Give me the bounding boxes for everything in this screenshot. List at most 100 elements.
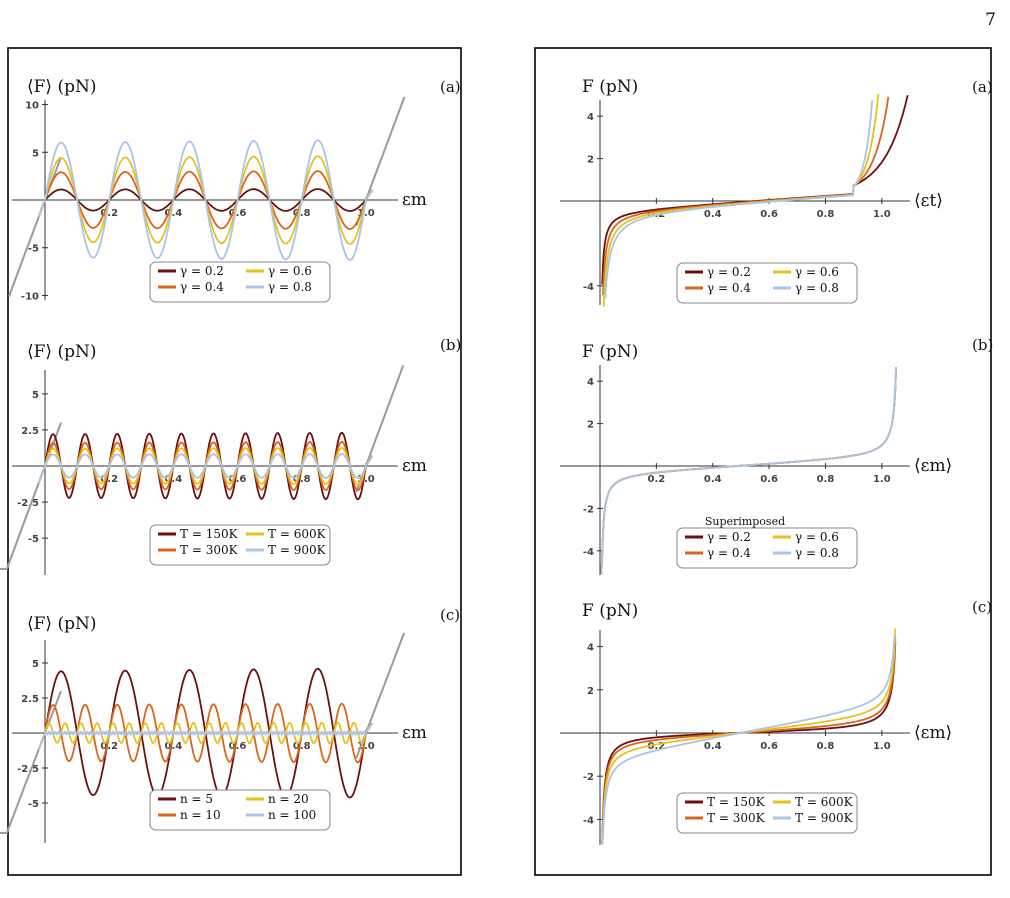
legend-box [676, 262, 858, 304]
y-tick-label: -4 [583, 547, 594, 558]
x-tick-label: 0.4 [704, 474, 722, 485]
right-figure-frame [534, 47, 992, 876]
y-tick-label: 2 [587, 686, 594, 697]
legend-label: γ = 0.4 [707, 546, 751, 560]
y-tick-label: 2.5 [21, 426, 39, 437]
legend: γ = 0.2 γ = 0.4 γ = 0.6 γ = 0.8 [149, 261, 331, 303]
y-tick-label: 5 [32, 659, 39, 670]
x-tick-label: 1.0 [873, 209, 891, 220]
x-axis-label: ⟨εm⟩ [914, 456, 952, 476]
legend-box [149, 789, 331, 831]
x-tick-label: 1.0 [873, 474, 891, 485]
y-tick-label: -10 [21, 291, 39, 302]
y-axis-label: ⟨F⟩ (pN) [27, 342, 97, 362]
y-tick-label: 5 [32, 148, 39, 159]
x-tick-label: 0.2 [100, 741, 118, 752]
x-tick-label: 1.0 [873, 741, 891, 752]
legend-label: T = 900K [268, 543, 327, 557]
y-tick-label: -4 [583, 815, 594, 826]
x-tick-label: 0.4 [704, 741, 722, 752]
legend-label: n = 20 [268, 792, 309, 806]
y-tick-label: -2 [583, 504, 594, 515]
legend-label: T = 600K [795, 795, 854, 809]
series-line-3 [37, 721, 374, 751]
y-tick-label: 4 [587, 643, 594, 654]
y-axis-label: ⟨F⟩ (pN) [27, 614, 97, 634]
y-axis-label: F (pN) [582, 77, 638, 97]
legend: γ = 0.2 γ = 0.4 γ = 0.6 γ = 0.8 [676, 262, 858, 304]
annotation-text: Superimposed [705, 515, 785, 528]
x-tick-label: 0.6 [760, 209, 778, 220]
legend: n = 5 n = 10 n = 20 n = 100 [149, 789, 331, 831]
panel-label: (b) [972, 336, 993, 354]
y-tick-label: 10 [25, 101, 39, 112]
x-tick-label: 0.6 [229, 208, 247, 219]
plot-R-b: 0.2 0.4 0.6 0.8 1.0 -4 -2 2 4 F (pN) ⟨εm⟩ (b) Superi… [560, 336, 993, 575]
legend-label: T = 300K [180, 543, 239, 557]
x-tick-label: 0.6 [229, 741, 247, 752]
legend-box [676, 792, 858, 834]
x-axis-label: εm [402, 456, 427, 476]
x-tick-label: 0.2 [100, 474, 118, 485]
legend-label: γ = 0.6 [795, 265, 839, 279]
x-tick-label: 0.4 [165, 741, 183, 752]
x-tick-label: 0.4 [165, 208, 183, 219]
legend: γ = 0.2 γ = 0.4 γ = 0.6 γ = 0.8 [676, 527, 858, 569]
x-tick-label: 0.8 [817, 474, 835, 485]
y-tick-label: 2.5 [21, 694, 39, 705]
baseline-left [7, 156, 62, 297]
x-tick-label: 0.6 [760, 741, 778, 752]
y-tick-label: -2.5 [17, 498, 39, 509]
legend-label: T = 150K [707, 795, 766, 809]
x-tick-label: 0.8 [293, 741, 311, 752]
panel-label: (b) [440, 336, 461, 354]
y-axis-label: ⟨F⟩ (pN) [27, 77, 97, 97]
page-number: 7 [985, 10, 996, 30]
series-line-4 [601, 634, 896, 845]
y-tick-label: 4 [587, 112, 594, 123]
y-tick-label: 4 [587, 377, 594, 388]
legend-label: γ = 0.6 [268, 264, 312, 278]
legend-label: γ = 0.2 [707, 530, 751, 544]
y-tick-label: -2.5 [17, 764, 39, 775]
left-figure-frame [7, 47, 462, 876]
legend-label: γ = 0.8 [795, 546, 839, 560]
x-tick-label: 0.4 [704, 209, 722, 220]
legend-label: T = 300K [707, 811, 766, 825]
series-line-4 [600, 366, 897, 575]
x-tick-label: 1.0 [357, 208, 375, 219]
x-tick-label: 0.8 [293, 208, 311, 219]
legend-label: γ = 0.8 [795, 281, 839, 295]
x-tick-label: 0.2 [648, 741, 666, 752]
panel-label: (a) [972, 78, 993, 96]
panel-label: (a) [440, 78, 461, 96]
panel-label: (c) [972, 598, 992, 616]
legend-label: γ = 0.4 [180, 280, 224, 294]
series-line-4 [37, 139, 374, 261]
legend: T = 150K T = 300K T = 600K T = 900K [676, 792, 858, 834]
x-tick-label: 0.2 [100, 208, 118, 219]
x-tick-label: 0.8 [293, 474, 311, 485]
legend-label: n = 5 [180, 792, 213, 806]
plot-L-b: 0.2 0.4 0.6 0.8 1.0 -5 -2.5 2.5 5 ⟨F⟩ (pN) εm (b) T … [0, 336, 461, 575]
x-tick-label: 0.8 [817, 209, 835, 220]
x-tick-label: 0.6 [760, 474, 778, 485]
legend-label: γ = 0.8 [268, 280, 312, 294]
legend-label: γ = 0.2 [707, 265, 751, 279]
legend-box [149, 524, 331, 566]
y-axis-label: F (pN) [582, 601, 638, 621]
x-tick-label: 0.4 [165, 474, 183, 485]
plot-L-c: 0.2 0.4 0.6 0.8 1.0 -5 -2.5 2.5 5 ⟨F⟩ (pN) εm (c) n … [0, 606, 460, 843]
x-tick-label: 0.8 [817, 741, 835, 752]
y-tick-label: -4 [583, 282, 594, 293]
legend-label: n = 10 [180, 808, 221, 822]
series-line-4 [37, 722, 374, 751]
legend-label: n = 100 [268, 808, 316, 822]
plot-R-c: 0.2 0.4 0.6 0.8 1.0 -4 -2 2 4 F (pN) ⟨εm⟩ (c) T = 15… [560, 598, 992, 845]
x-axis-label: εm [402, 723, 427, 743]
legend-label: γ = 0.6 [795, 530, 839, 544]
x-tick-label: 0.6 [229, 474, 247, 485]
y-axis-label: F (pN) [582, 342, 638, 362]
